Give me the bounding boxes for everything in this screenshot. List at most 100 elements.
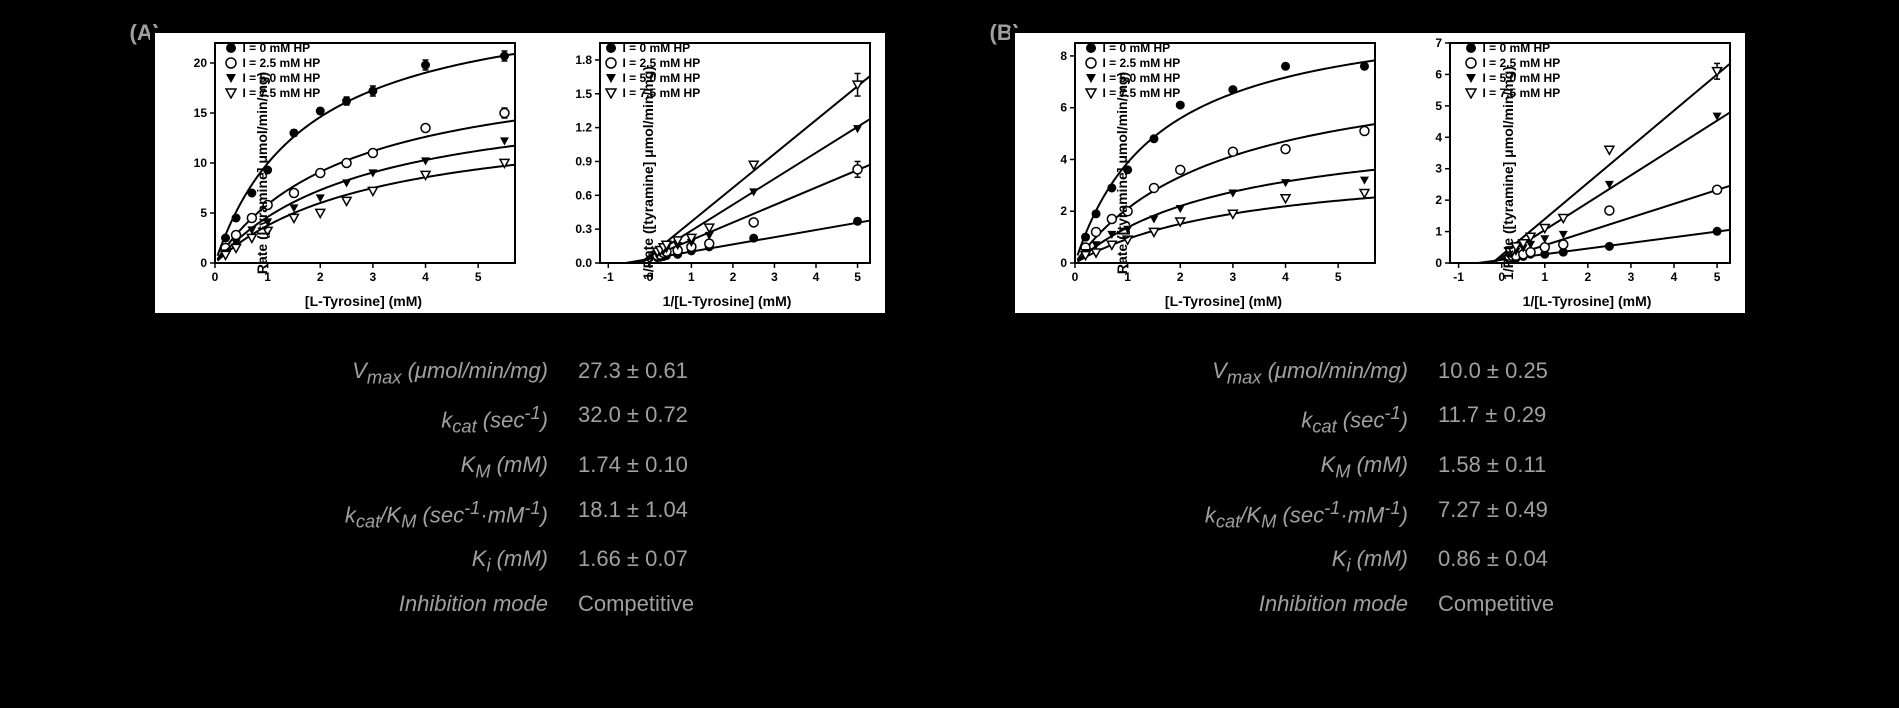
- param-label: kcat/KM (sec-1·mM-1): [1205, 497, 1408, 533]
- chart-legend: I = 0 mM HPI = 2.5 mM HPI = 5.0 mM HPI =…: [605, 41, 701, 101]
- panel-B-lineweaver-chart: -1012345012345671/Rate ([tyramine] μmol/…: [1395, 33, 1745, 313]
- legend-label: I = 7.5 mM HP: [1483, 86, 1561, 100]
- svg-text:0: 0: [1060, 256, 1067, 270]
- x-axis-title: 1/[L-Tyrosine] (mM): [1523, 293, 1652, 309]
- svg-text:2: 2: [729, 270, 736, 284]
- param-label: kcat/KM (sec-1·mM-1): [345, 497, 548, 533]
- legend-label: I = 2.5 mM HP: [1483, 56, 1561, 70]
- svg-text:5: 5: [1334, 270, 1341, 284]
- legend-item: I = 5.0 mM HP: [605, 71, 701, 85]
- legend-item: I = 2.5 mM HP: [1085, 56, 1181, 70]
- y-axis-title: Rate ([tyramine] μmol/min/mg): [254, 72, 270, 274]
- svg-text:8: 8: [1060, 49, 1067, 63]
- svg-text:0.3: 0.3: [575, 222, 592, 236]
- legend-label: I = 5.0 mM HP: [623, 71, 701, 85]
- svg-text:3: 3: [771, 270, 778, 284]
- param-label: Vmax (μmol/min/mg): [345, 358, 548, 388]
- chart-legend: I = 0 mM HPI = 2.5 mM HPI = 5.0 mM HPI =…: [1085, 41, 1181, 101]
- param-value: 7.27 ± 0.49: [1438, 497, 1554, 533]
- x-axis-title: [L-Tyrosine] (mM): [305, 293, 422, 309]
- param-label: Inhibition mode: [1205, 591, 1408, 617]
- legend-item: I = 2.5 mM HP: [605, 56, 701, 70]
- legend-label: I = 0 mM HP: [1483, 41, 1551, 55]
- legend-label: I = 2.5 mM HP: [243, 56, 321, 70]
- legend-item: I = 0 mM HP: [225, 41, 321, 55]
- legend-item: I = 5.0 mM HP: [225, 71, 321, 85]
- panel-A: (A) 01234505101520Rate ([tyramine] μmol/…: [150, 20, 890, 688]
- legend-item: I = 7.5 mM HP: [1085, 86, 1181, 100]
- y-axis-title: Rate ([tyramine] μmol/min/mg): [1114, 72, 1130, 274]
- param-label: kcat (sec-1): [345, 402, 548, 438]
- panel-A-lineweaver-chart: -10123450.00.30.60.91.21.51.81/Rate ([ty…: [535, 33, 885, 313]
- legend-item: I = 7.5 mM HP: [225, 86, 321, 100]
- param-value: 18.1 ± 1.04: [578, 497, 694, 533]
- svg-text:2: 2: [1435, 193, 1442, 207]
- svg-text:-1: -1: [602, 270, 613, 284]
- panel-A-saturation-chart: 01234505101520Rate ([tyramine] μmol/min/…: [155, 33, 535, 313]
- svg-text:5: 5: [474, 270, 481, 284]
- legend-item: I = 5.0 mM HP: [1465, 71, 1561, 85]
- svg-text:0: 0: [200, 256, 207, 270]
- param-label: Inhibition mode: [345, 591, 548, 617]
- svg-text:3: 3: [1627, 270, 1634, 284]
- legend-label: I = 2.5 mM HP: [1103, 56, 1181, 70]
- svg-text:4: 4: [1282, 270, 1289, 284]
- svg-text:1: 1: [688, 270, 695, 284]
- svg-text:2: 2: [1584, 270, 1591, 284]
- legend-item: I = 0 mM HP: [1085, 41, 1181, 55]
- svg-text:20: 20: [193, 56, 207, 70]
- svg-text:4: 4: [1435, 130, 1442, 144]
- legend-item: I = 0 mM HP: [1465, 41, 1561, 55]
- svg-text:6: 6: [1060, 101, 1067, 115]
- legend-item: I = 7.5 mM HP: [1465, 86, 1561, 100]
- svg-text:5: 5: [854, 270, 861, 284]
- param-label: Vmax (μmol/min/mg): [1205, 358, 1408, 388]
- legend-label: I = 2.5 mM HP: [623, 56, 701, 70]
- svg-text:4: 4: [1060, 152, 1067, 166]
- legend-label: I = 7.5 mM HP: [1103, 86, 1181, 100]
- svg-text:0: 0: [1435, 256, 1442, 270]
- svg-text:2: 2: [316, 270, 323, 284]
- svg-text:4: 4: [422, 270, 429, 284]
- panel-B-charts: 0 1 2 3 4 5 0 2 4 6 8 Rate ([tyramine] μmol/min/mg)…: [1010, 28, 1750, 318]
- svg-text:4: 4: [1670, 270, 1677, 284]
- svg-text:0: 0: [1071, 270, 1078, 284]
- legend-label: I = 5.0 mM HP: [1103, 71, 1181, 85]
- svg-text:1.5: 1.5: [575, 87, 592, 101]
- param-label: Ki (mM): [1205, 546, 1408, 576]
- svg-text:5: 5: [1435, 99, 1442, 113]
- x-axis-title: [L-Tyrosine] (mM): [1165, 293, 1282, 309]
- param-value: 0.86 ± 0.04: [1438, 546, 1554, 576]
- svg-text:5: 5: [1713, 270, 1720, 284]
- svg-text:1: 1: [1435, 225, 1442, 239]
- svg-text:-1: -1: [1453, 270, 1464, 284]
- legend-label: I = 7.5 mM HP: [623, 86, 701, 100]
- svg-text:0.6: 0.6: [575, 188, 592, 202]
- svg-text:1.2: 1.2: [575, 121, 592, 135]
- panel-B-saturation-chart: 01234502468Rate ([tyramine] μmol/min/mg)…: [1015, 33, 1395, 313]
- x-axis-title: 1/[L-Tyrosine] (mM): [663, 293, 792, 309]
- svg-text:3: 3: [1435, 162, 1442, 176]
- svg-text:0.0: 0.0: [575, 256, 592, 270]
- svg-text:3: 3: [369, 270, 376, 284]
- panel-A-params-table: Vmax (μmol/min/mg)27.3 ± 0.61kcat (sec-1…: [345, 358, 694, 617]
- legend-item: I = 2.5 mM HP: [1465, 56, 1561, 70]
- legend-label: I = 5.0 mM HP: [243, 71, 321, 85]
- svg-text:5: 5: [200, 206, 207, 220]
- svg-text:2: 2: [1176, 270, 1183, 284]
- panel-B: (B) 01234502468Rate ([tyramine] μmol/min…: [1010, 20, 1750, 688]
- param-label: KM (mM): [1205, 452, 1408, 482]
- chart-legend: I = 0 mM HPI = 2.5 mM HPI = 5.0 mM HPI =…: [1465, 41, 1561, 101]
- param-value: 10.0 ± 0.25: [1438, 358, 1554, 388]
- svg-text:15: 15: [193, 106, 207, 120]
- svg-text:6: 6: [1435, 67, 1442, 81]
- svg-text:0: 0: [211, 270, 218, 284]
- param-label: kcat (sec-1): [1205, 402, 1408, 438]
- param-value: 1.58 ± 0.11: [1438, 452, 1554, 482]
- legend-item: I = 7.5 mM HP: [605, 86, 701, 100]
- param-value: 1.66 ± 0.07: [578, 546, 694, 576]
- param-value: 32.0 ± 0.72: [578, 402, 694, 438]
- svg-text:1.8: 1.8: [575, 53, 592, 67]
- legend-label: I = 5.0 mM HP: [1483, 71, 1561, 85]
- legend-label: I = 0 mM HP: [1103, 41, 1171, 55]
